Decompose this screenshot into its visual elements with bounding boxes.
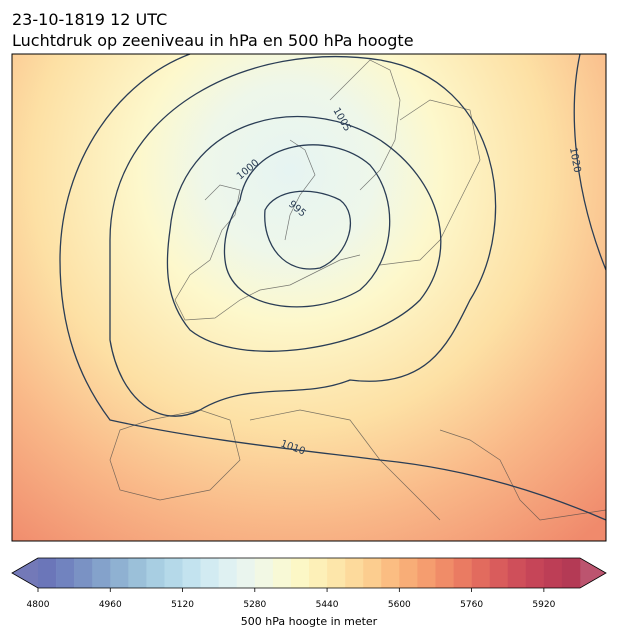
- colorbar-segment: [182, 558, 201, 588]
- colorbar-label: 500 hPa hoogte in meter: [241, 615, 378, 628]
- colorbar-tick-label: 5120: [171, 600, 194, 610]
- colorbar-tick-label: 4960: [99, 600, 122, 610]
- colorbar: 4800 4960 5120 5280 5440 5600 5760 5920: [11, 557, 607, 610]
- colorbar-segment: [236, 558, 256, 588]
- colorbar-tick-label: 5600: [388, 600, 411, 610]
- colorbar-segment: [435, 558, 454, 588]
- map: 995 1000 1005 1010 1020: [12, 54, 606, 541]
- colorbar-segment: [453, 558, 472, 588]
- colorbar-segment: [327, 558, 346, 588]
- colorbar-segment: [525, 558, 545, 588]
- colorbar-segment: [309, 558, 328, 588]
- colorbar-segment: [200, 558, 219, 588]
- colorbar-segment: [272, 558, 292, 588]
- colorbar-over: [580, 558, 606, 588]
- colorbar-segment: [471, 558, 490, 588]
- isobars: [59, 54, 606, 521]
- colorbar-segment: [56, 558, 75, 588]
- colorbar-segment: [146, 558, 165, 588]
- colorbar-segment: [489, 558, 509, 588]
- colorbar-segment: [254, 558, 274, 588]
- title: 23-10-1819 12 UTC: [12, 10, 167, 29]
- colorbar-segment: [507, 558, 527, 588]
- height-field: [12, 54, 606, 541]
- colorbar-segment: [110, 558, 129, 588]
- subtitle: Luchtdruk op zeeniveau in hPa en 500 hPa…: [12, 31, 414, 50]
- colorbar-tick-label: 5280: [243, 600, 266, 610]
- colorbar-segment: [164, 558, 183, 588]
- colorbar-outline: [11, 557, 607, 589]
- map-frame: [11, 53, 607, 542]
- colorbar-tick-label: 5920: [532, 600, 555, 610]
- colorbar-segment: [417, 558, 436, 588]
- colorbar-segment: [218, 558, 238, 588]
- colorbar-segment: [345, 558, 364, 588]
- colorbar-tick-label: 5440: [316, 600, 339, 610]
- colorbar-segment: [543, 558, 563, 588]
- colorbar-segment: [92, 558, 111, 588]
- colorbar-segment: [128, 558, 147, 588]
- colorbar-tick-label: 4800: [27, 600, 50, 610]
- coastlines: [109, 59, 606, 521]
- colorbar-segment: [290, 558, 310, 588]
- colorbar-segment: [363, 558, 382, 588]
- colorbar-segment: [74, 558, 93, 588]
- colorbar-segment: [561, 558, 581, 588]
- colorbar-segment: [399, 558, 418, 588]
- contour-label: 1020: [567, 147, 582, 174]
- colorbar-under: [12, 558, 38, 588]
- colorbar-segment: [38, 558, 57, 588]
- colorbar-tick-label: 5760: [460, 600, 483, 610]
- colorbar-segment: [381, 558, 400, 588]
